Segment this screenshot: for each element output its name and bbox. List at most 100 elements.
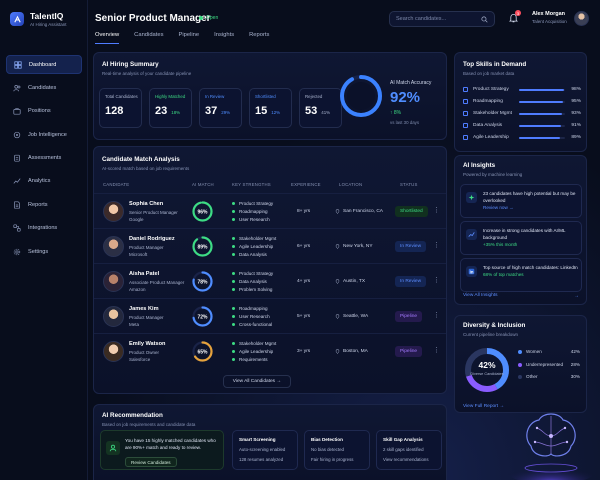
location-pin-icon (335, 279, 340, 284)
candidate-name[interactable]: James Kim (129, 306, 159, 312)
sidebar-item-reports[interactable]: Reports (6, 195, 82, 214)
bias-detection-card[interactable]: Bias Detection No bias detected Fair hir… (304, 430, 370, 470)
candidate-title: Product Manager (129, 315, 164, 320)
search-icon[interactable] (481, 15, 488, 23)
candidate-role: Product Manager Meta (129, 314, 189, 328)
location-pin-icon (335, 349, 340, 354)
brand-logo[interactable]: TalentIQ AI Hiring Assistant (10, 11, 67, 27)
brand-tagline: AI Hiring Assistant (30, 22, 67, 27)
stat-card[interactable]: Shortlisted 15 12% (249, 88, 292, 128)
strength-item: Cross-functional (232, 321, 272, 329)
match-ring-progress (192, 341, 213, 362)
skill-gap-card[interactable]: Skill Gap Analysis 2 skill gaps identifi… (376, 430, 442, 470)
candidate-role: Senior Product Manager Google (129, 209, 189, 223)
col-status: STATUS (400, 182, 418, 187)
strength-item: Agile Leadership (232, 348, 276, 356)
sidebar-item-analytics[interactable]: Analytics (6, 172, 82, 191)
sidebar-item-label: Reports (28, 201, 48, 208)
match-ring: 72% (192, 306, 213, 327)
insights-title: AI Insights (463, 162, 496, 169)
status-badge[interactable]: Shortlisted (395, 206, 428, 217)
table-row[interactable]: James Kim Product Manager Meta 72% Roadmappi… (94, 298, 446, 333)
briefcase-icon (13, 108, 21, 115)
status-badge[interactable]: In Review (395, 276, 427, 287)
notification-badge: 3 (515, 10, 521, 16)
status-badge[interactable]: Pipeline (395, 311, 423, 322)
donut-slice (465, 348, 509, 392)
skill-bar-fill (519, 89, 565, 91)
legend-swatch (518, 349, 522, 354)
sidebar-item-candidates[interactable]: Candidates (6, 78, 82, 97)
review-candidates-button[interactable]: Review Candidates (125, 457, 177, 467)
sidebar-item-label: Job Intelligence (28, 131, 67, 138)
logo-icon (10, 12, 24, 26)
view-all-candidates-button[interactable]: View All Candidates → (223, 375, 291, 388)
tab-overview[interactable]: Overview (95, 32, 120, 44)
location-pin-icon (335, 209, 340, 214)
status-dot (199, 16, 203, 20)
strength-item: User Research (232, 216, 273, 224)
status-badge[interactable]: In Review (395, 241, 427, 252)
stat-card[interactable]: Rejected 53 41% (299, 88, 342, 128)
insight-card[interactable]: Increase in strong candidates with AI/ML… (460, 221, 582, 255)
col-location: LOCATION (339, 182, 363, 187)
skill-name: Data Analysis (473, 123, 503, 128)
table-row[interactable]: Daniel Rodriguez Product Manager Microsoft… (94, 228, 446, 263)
candidate-name[interactable]: Emily Watson (129, 341, 166, 347)
location-text: Boston, MA (343, 349, 368, 354)
more-options-icon[interactable]: ⋮ (433, 242, 440, 249)
insight-link[interactable]: Review now → (483, 205, 514, 210)
sidebar-item-integrations[interactable]: Integrations (6, 219, 82, 238)
view-full-report-link[interactable]: View Full Report → (463, 404, 505, 409)
more-options-icon[interactable]: ⋮ (433, 277, 440, 284)
bell-icon[interactable] (509, 13, 518, 23)
skill-name: Stakeholder Mgmt (473, 111, 512, 116)
candidate-title: Associate Product Manager (129, 280, 185, 285)
tab-pipeline[interactable]: Pipeline (178, 32, 200, 38)
stat-card[interactable]: In Review 37 29% (199, 88, 242, 128)
sidebar-item-dashboard[interactable]: Dashboard (6, 55, 82, 74)
diversity-panel: Diversity & Inclusion Current pipeline b… (454, 315, 587, 413)
avatar[interactable] (574, 11, 589, 26)
users-icon (13, 84, 21, 92)
recommendation-panel: AI Recommendation Based on job requireme… (93, 404, 447, 480)
user-name: Alex Morgan (532, 11, 566, 17)
candidate-name[interactable]: Sophia Chen (129, 201, 164, 207)
sidebar-item-assessments[interactable]: Assessments (6, 149, 82, 168)
tab-reports[interactable]: Reports (249, 32, 270, 38)
stat-card[interactable]: Highly Matched 23 18% (149, 88, 192, 128)
strength-item: Data Analysis (232, 278, 273, 286)
legend-value: 42% (570, 349, 580, 354)
insight-card[interactable]: in Top source of high match candidates: … (460, 258, 582, 292)
sidebar-item-settings[interactable]: Settings (6, 242, 82, 261)
table-row[interactable]: Emily Watson Product Owner Salesforce 65% St… (94, 333, 446, 368)
more-options-icon[interactable]: ⋮ (433, 207, 440, 214)
stat-card[interactable]: Total Candidates 128 (99, 88, 142, 128)
search-input[interactable] (396, 16, 481, 22)
insight-card[interactable]: 23 candidates have high potential but ma… (460, 184, 582, 218)
table-row[interactable]: Aisha Patel Associate Product Manager Amaz… (94, 263, 446, 298)
smart-screening-card[interactable]: Smart Screening Auto-screening enabled 1… (232, 430, 298, 470)
accuracy-ring-progress (340, 75, 382, 117)
recommendation-subtitle: Based on job requirements and candidate … (102, 422, 196, 427)
view-all-insights-link[interactable]: View All Insights (463, 293, 498, 298)
tab-candidates[interactable]: Candidates (134, 32, 164, 38)
stat-delta: 29% (221, 110, 231, 115)
skill-percent: 91% (571, 123, 581, 128)
candidate-name[interactable]: Daniel Rodriguez (129, 236, 175, 242)
candidate-name[interactable]: Aisha Patel (129, 271, 160, 277)
status-badge[interactable]: Pipeline (395, 346, 423, 357)
skill-bar-fill (519, 137, 560, 139)
tab-insights[interactable]: Insights (214, 32, 235, 38)
more-options-icon[interactable]: ⋮ (433, 347, 440, 354)
sidebar-item-job-intelligence[interactable]: Job Intelligence (6, 125, 82, 144)
report-icon (14, 201, 20, 209)
table-row[interactable]: Sophia Chen Senior Product Manager Google 9… (94, 193, 446, 228)
arrow-right-icon[interactable]: → (574, 293, 579, 299)
user-menu[interactable]: Alex Morgan Talent Acquisition (532, 11, 567, 24)
more-options-icon[interactable]: ⋮ (433, 312, 440, 319)
match-ring-progress (192, 271, 213, 292)
sidebar-item-positions[interactable]: Positions (6, 102, 82, 121)
sidebar-item-label: Analytics (28, 178, 51, 185)
match-score: 65% (197, 349, 208, 355)
